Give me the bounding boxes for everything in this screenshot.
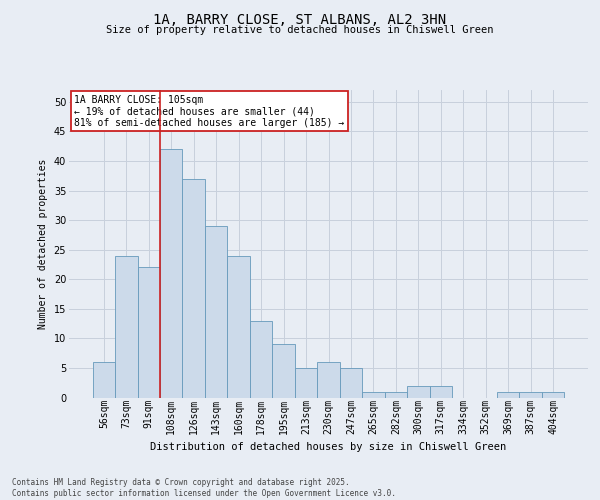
Bar bbox=[295, 368, 317, 398]
Bar bbox=[115, 256, 137, 398]
Bar bbox=[385, 392, 407, 398]
Bar bbox=[520, 392, 542, 398]
Bar bbox=[182, 178, 205, 398]
Bar bbox=[497, 392, 520, 398]
Bar bbox=[227, 256, 250, 398]
Text: Contains HM Land Registry data © Crown copyright and database right 2025.
Contai: Contains HM Land Registry data © Crown c… bbox=[12, 478, 396, 498]
Bar bbox=[340, 368, 362, 398]
Bar bbox=[205, 226, 227, 398]
Bar bbox=[137, 268, 160, 398]
Bar bbox=[362, 392, 385, 398]
Bar bbox=[317, 362, 340, 398]
Bar bbox=[250, 320, 272, 398]
Bar bbox=[272, 344, 295, 398]
Bar bbox=[542, 392, 565, 398]
Text: 1A, BARRY CLOSE, ST ALBANS, AL2 3HN: 1A, BARRY CLOSE, ST ALBANS, AL2 3HN bbox=[154, 12, 446, 26]
Y-axis label: Number of detached properties: Number of detached properties bbox=[38, 158, 48, 329]
Bar bbox=[92, 362, 115, 398]
Text: Size of property relative to detached houses in Chiswell Green: Size of property relative to detached ho… bbox=[106, 25, 494, 35]
Text: 1A BARRY CLOSE: 105sqm
← 19% of detached houses are smaller (44)
81% of semi-det: 1A BARRY CLOSE: 105sqm ← 19% of detached… bbox=[74, 94, 344, 128]
Bar bbox=[430, 386, 452, 398]
X-axis label: Distribution of detached houses by size in Chiswell Green: Distribution of detached houses by size … bbox=[151, 442, 506, 452]
Bar bbox=[407, 386, 430, 398]
Bar bbox=[160, 149, 182, 398]
